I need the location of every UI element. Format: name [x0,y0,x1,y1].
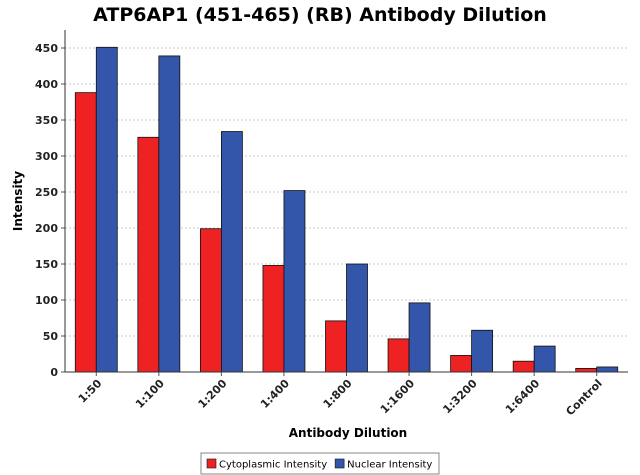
y-tick-label: 50 [43,330,59,343]
chart-title: ATP6AP1 (451-465) (RB) Antibody Dilution [93,4,547,26]
x-tick-label: 1:50 [76,377,105,406]
legend-swatch [206,458,217,469]
x-tick-label: 1:200 [196,377,230,411]
bar-cytoplasmic [137,136,160,373]
bar-cytoplasmic [512,360,535,373]
x-tick-label: 1:400 [258,377,292,411]
bar-nuclear [533,345,556,373]
bar-cytoplasmic [199,228,222,373]
x-tick-labels: 1:50 1:100 1:200 1:400 1:800 1:1600 1:3200 1:64… [76,377,605,419]
legend-swatch [334,458,345,469]
bar-cytoplasmic [74,92,97,373]
bar-nuclear [471,329,494,373]
bar-nuclear [283,190,306,373]
bar-nuclear [596,366,619,373]
y-tick-label: 400 [35,78,58,91]
x-tick-label: 1:1600 [378,377,418,417]
x-tick-label: 1:3200 [440,377,480,417]
legend-label: Nuclear Intensity [347,460,432,471]
x-tick-label: 1:100 [133,377,167,411]
x-tick-label: Control [563,377,604,418]
x-tick-label: 1:800 [321,377,355,411]
y-tick-label: 300 [35,150,58,163]
y-tick-label: 450 [35,42,58,55]
bar-cytoplasmic [325,320,347,373]
bar-cytoplasmic [575,367,598,373]
x-axis-label: Antibody Dilution [289,426,407,440]
bars [74,46,619,373]
legend-box [200,452,440,475]
legend-label: Cytoplasmic Intensity [219,460,327,471]
y-tick-label: 150 [35,258,58,271]
legend: Cytoplasmic Intensity Nuclear Intensity [200,452,440,475]
x-tick-label: 1:6400 [503,377,543,417]
bar-cytoplasmic [262,265,285,373]
bar-nuclear [220,131,243,373]
bar-nuclear [95,46,118,373]
y-tick-label: 250 [35,186,58,199]
axes [64,30,628,376]
y-tick-label: 0 [50,366,58,379]
y-tick-label: 200 [35,222,58,235]
bar-nuclear [346,263,368,373]
bar-cytoplasmic [387,338,410,373]
bar-nuclear [408,302,431,373]
y-tick-label: 350 [35,114,58,127]
y-tick-label: 100 [35,294,58,307]
y-tick-labels: 0 50 100 150 200 250 300 350 400 450 [35,42,58,379]
y-axis-label: Intensity [11,171,25,231]
bar-nuclear [158,55,181,373]
bar-cytoplasmic [450,355,473,373]
